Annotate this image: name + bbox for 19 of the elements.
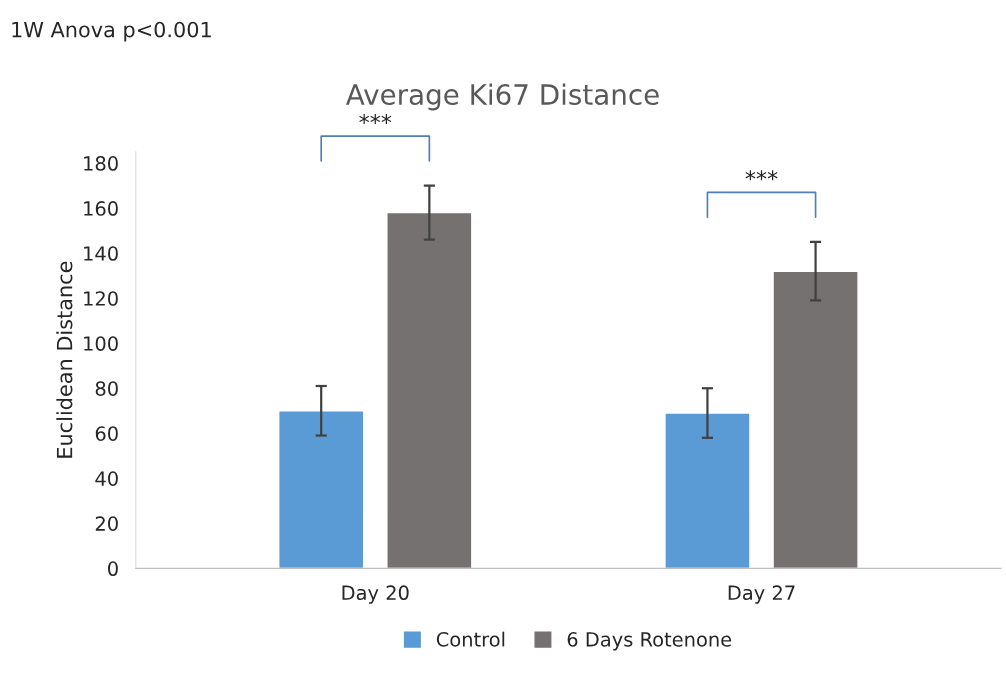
legend-label: 6 Days Rotenone [567, 632, 732, 651]
y-tick-label: 100 [84, 336, 118, 351]
chart-title: Average Ki67 Distance [345, 83, 659, 111]
text: 1W Anova p<0.001 [12, 21, 211, 42]
x-tick-label: Day 27 [728, 585, 795, 604]
x-tick-label: Day 20 [342, 585, 409, 604]
y-tick-label: 140 [84, 246, 118, 261]
annotation: *** [745, 170, 778, 181]
y-axis-title: Euclidean Distance [56, 261, 73, 458]
text: *** [359, 113, 392, 125]
y-tick-label: 40 [95, 471, 118, 486]
y-tick-label: 0 [108, 561, 118, 577]
legend-label: Control [436, 631, 505, 647]
y-tick-label: 80 [95, 381, 118, 396]
y-tick-label: 160 [84, 201, 118, 216]
y-tick-label: 120 [84, 291, 118, 306]
y-tick-label: 60 [95, 426, 118, 441]
y-tick-label: 20 [95, 516, 118, 531]
y-tick-label: 180 [84, 156, 118, 171]
